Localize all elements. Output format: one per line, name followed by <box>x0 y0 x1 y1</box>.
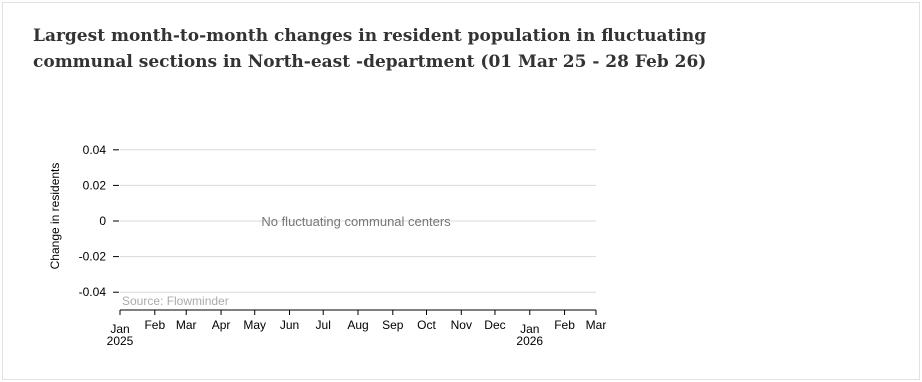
x-tick-label: Jun <box>280 318 299 332</box>
source-note: Source: Flowminder <box>122 294 229 308</box>
y-tick-label: -0.04 <box>79 285 107 299</box>
x-tick-year-label: 2025 <box>107 334 134 348</box>
y-axis: 0.04 0.02 0 -0.02 -0.04 <box>79 143 119 299</box>
x-tick-label: Feb <box>554 318 575 332</box>
x-tick-year-label: 2026 <box>516 334 543 348</box>
x-tick-label: Nov <box>451 318 472 332</box>
x-tick-label: Jan <box>110 322 129 336</box>
x-tick-label: May <box>243 318 266 332</box>
x-tick-label: Mar <box>586 318 607 332</box>
y-tick-label: -0.02 <box>79 250 107 264</box>
chart-title-line-1: Largest month-to-month changes in reside… <box>33 26 707 46</box>
x-tick-label: Jul <box>316 318 331 332</box>
x-tick-label: Oct <box>417 318 436 332</box>
x-tick-label: Feb <box>144 318 165 332</box>
x-tick-label: Jan <box>520 322 539 336</box>
x-tick-label: Dec <box>484 318 505 332</box>
y-axis-label: Change in residents <box>48 163 62 270</box>
chart-title: Largest month-to-month changes in reside… <box>33 23 733 75</box>
x-tick-label: Sep <box>382 318 404 332</box>
y-tick-label: 0.04 <box>83 143 107 157</box>
gridlines <box>120 149 596 293</box>
x-tick-label: Mar <box>176 318 197 332</box>
y-tick-label: 0.02 <box>83 178 107 192</box>
y-tick-label: 0 <box>99 214 106 228</box>
x-tick-label: Apr <box>212 318 231 332</box>
chart-title-line-2: communal sections in North-east -departm… <box>33 52 707 72</box>
x-tick-label: Aug <box>347 318 368 332</box>
no-data-message: No fluctuating communal centers <box>261 214 451 229</box>
